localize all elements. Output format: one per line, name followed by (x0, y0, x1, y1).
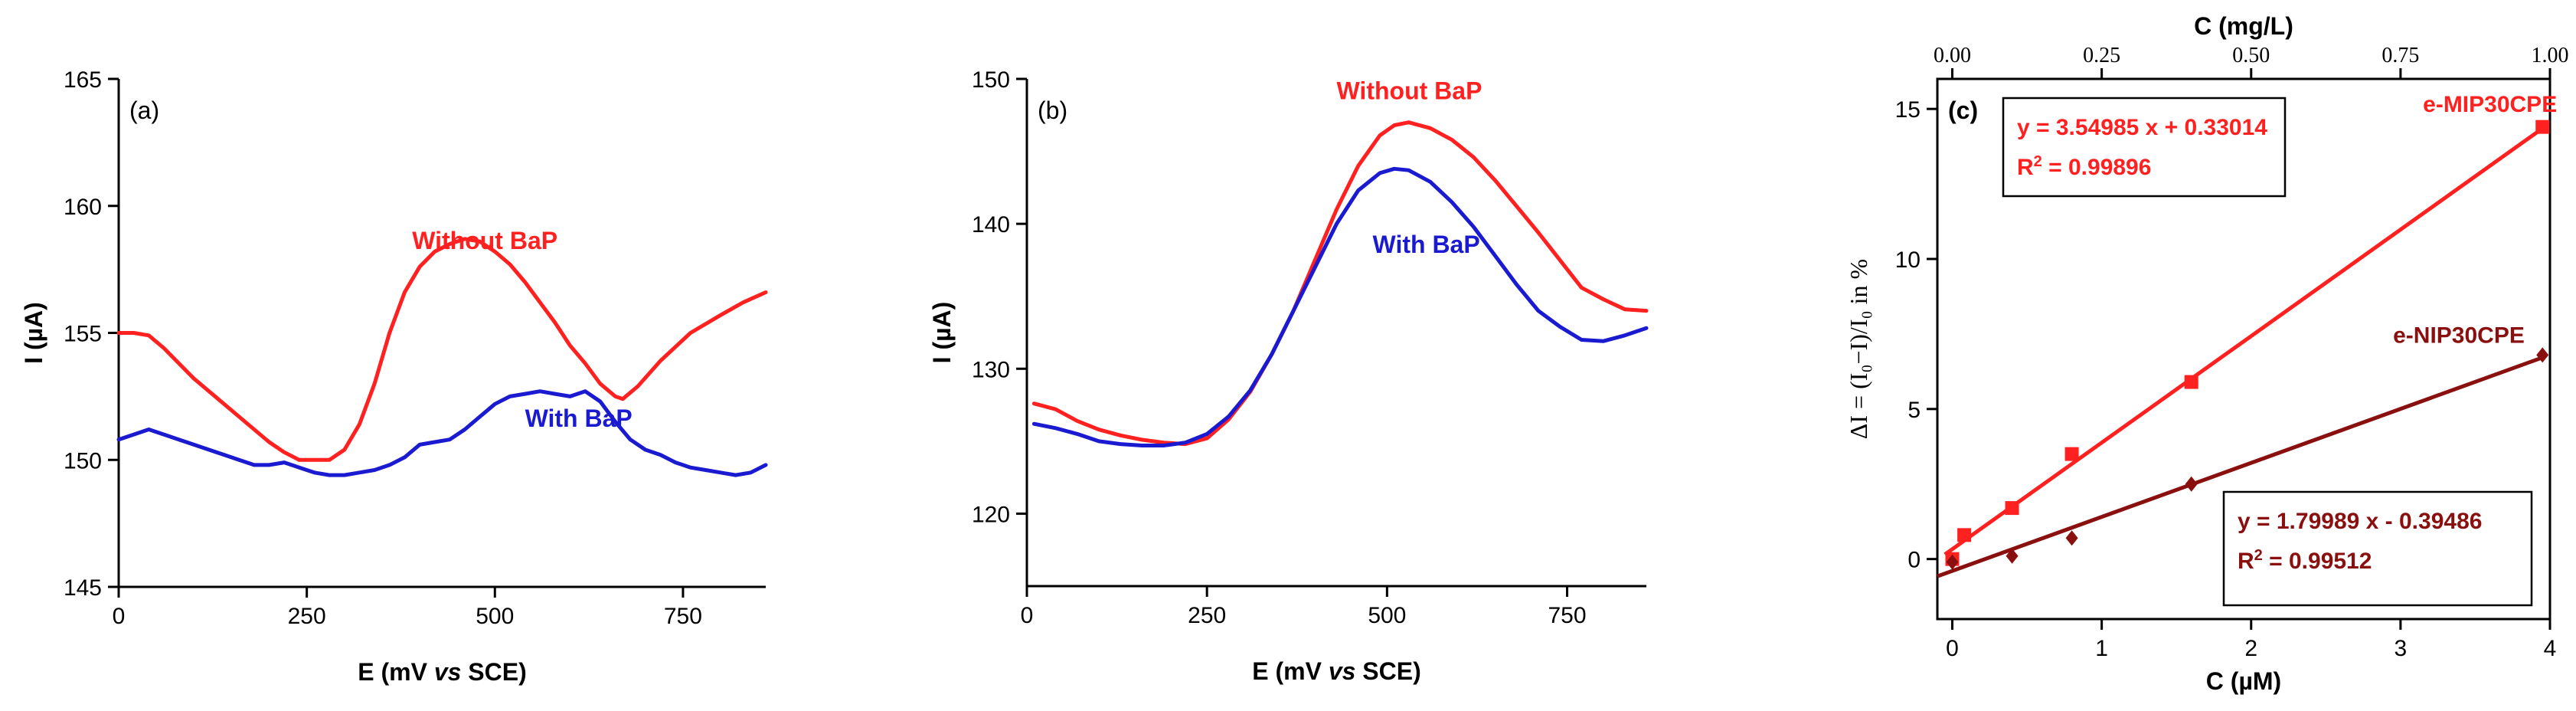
data-point-e-nip30cpe (2065, 530, 2078, 546)
x-tick-label: 2 (2244, 636, 2257, 661)
data-point-e-nip30cpe (2006, 548, 2019, 564)
data-point-e-nip30cpe (2536, 347, 2549, 363)
x-tick-label: 750 (1548, 603, 1586, 628)
y-tick-label: 145 (64, 575, 102, 601)
x-axis-label: E (mV vs SCE) (358, 658, 527, 686)
x-axis-label-pre: E (mV (358, 658, 434, 686)
chart-panel-b: 120 130 140 150 0 250 500 750 E (mV vs SCE) I (µA… (928, 67, 1649, 685)
plot-frame (1936, 77, 2551, 621)
x-tick-label: 250 (1188, 603, 1226, 628)
y-tick-label: 165 (64, 67, 102, 93)
data-point-e-mip30cpe (2535, 120, 2550, 134)
y-tick-label: 155 (64, 322, 102, 347)
x-tick-label: 500 (1368, 603, 1406, 628)
y-tick-label: 0 (1907, 548, 1921, 573)
x2-axis-label: C (mg/L) (2194, 12, 2293, 40)
data-point-e-nip30cpe (1946, 554, 1959, 570)
data-point-e-mip30cpe (2064, 447, 2079, 461)
x2-tick-label: 0.25 (2083, 44, 2120, 67)
panel-label: (b) (1038, 97, 1067, 124)
equation-box-e-mip30cpe: y = 3.54985 x + 0.33014 R2 = 0.99896 (2002, 97, 2287, 198)
series-line-without-bap (1031, 120, 1649, 447)
x-axis-label-post: SCE) (461, 658, 526, 686)
data-point-e-mip30cpe (2184, 375, 2198, 389)
y-tick-label: 150 (972, 67, 1010, 93)
data-point-e-mip30cpe (2005, 501, 2019, 516)
r-squared-sup: 2 (2034, 153, 2042, 170)
y-tick-label: 150 (64, 448, 102, 473)
y-axis-label: ΔI = (I₀−I)/I₀ in % (1845, 259, 1872, 439)
x-tick-label: 4 (2544, 636, 2557, 661)
equation-box-e-nip30cpe: y = 1.79989 x - 0.39486 R2 = 0.99512 (2222, 490, 2533, 607)
x2-tick-label: 0.75 (2381, 44, 2419, 67)
y-tick-label: 15 (1895, 97, 1921, 123)
fit-line-e-mip30cpe (1943, 126, 2544, 556)
y-tick-label: 130 (972, 357, 1010, 382)
series-line-with-bap (1031, 166, 1649, 447)
y-tick-label: 5 (1907, 398, 1921, 423)
series-line-with-bap (116, 389, 768, 477)
y-axis-label: I (µA) (928, 302, 956, 364)
x-tick-label: 0 (113, 604, 126, 629)
r-squared: R2 = 0.99512 (2238, 547, 2372, 574)
r-squared-value: = 0.99896 (2042, 155, 2152, 180)
series-label: e-NIP30CPE (2393, 323, 2525, 349)
r-squared-prefix: R (2017, 155, 2034, 180)
r-squared: R2 = 0.99896 (2017, 153, 2151, 180)
x-tick-label: 3 (2395, 636, 2408, 661)
x-axis-label-ital: vs (1329, 657, 1356, 685)
r-squared-sup: 2 (2254, 547, 2263, 564)
y-tick-label: 120 (972, 502, 1010, 527)
y-tick-label: 140 (972, 212, 1010, 238)
series-label: With BaP (525, 405, 633, 432)
x2-tick-label: 1.00 (2532, 44, 2569, 67)
x2-tick-label: 0.00 (1934, 44, 1971, 67)
x-axis-label-post: SCE) (1355, 657, 1420, 685)
panel-label: (a) (129, 97, 159, 124)
series-label: Without BaP (1337, 77, 1483, 104)
y-axis-label: I (µA) (20, 302, 47, 364)
chart-panel-a: 145 150 155 160 165 0 250 500 750 E (mV vs SCE) I … (20, 67, 768, 686)
x-tick-label: 500 (476, 604, 514, 629)
x-axis-label-ital: vs (434, 658, 462, 686)
r-squared-value: = 0.99512 (2263, 549, 2372, 574)
x-axis-label: C (µM) (2206, 667, 2281, 695)
equation-box-frame (2002, 97, 2287, 198)
fit-equation: y = 1.79989 x - 0.39486 (2238, 509, 2482, 534)
series-label: Without BaP (412, 227, 557, 254)
series-label: With BaP (1373, 231, 1480, 258)
x-axis-label-pre: E (mV (1252, 657, 1329, 685)
data-point-e-mip30cpe (1957, 528, 1972, 542)
r-squared-prefix: R (2238, 549, 2254, 574)
chart-panel-c: 0 5 10 15 0 1 2 3 4 0.00 0.25 0.50 0.75 1.00 C (µM) C (… (1845, 12, 2569, 695)
x-axis-label: E (mV vs SCE) (1252, 657, 1421, 685)
series-label: e-MIP30CPE (2423, 92, 2557, 117)
x-tick-label: 250 (288, 604, 326, 629)
panel-label: (c) (1948, 97, 1978, 124)
series-line-without-bap (116, 237, 768, 462)
y-tick-label: 10 (1895, 247, 1921, 273)
y-tick-label: 160 (64, 195, 102, 220)
equation-box-frame (2222, 490, 2533, 607)
x2-tick-label: 0.50 (2232, 44, 2270, 67)
fit-line-e-nip30cpe (1937, 356, 2544, 578)
x-tick-label: 750 (664, 604, 702, 629)
fit-equation: y = 3.54985 x + 0.33014 (2017, 115, 2267, 140)
x-tick-label: 0 (1946, 636, 1959, 661)
x-tick-label: 1 (2095, 636, 2108, 661)
data-point-e-nip30cpe (2185, 476, 2198, 492)
x-tick-label: 0 (1021, 603, 1034, 628)
